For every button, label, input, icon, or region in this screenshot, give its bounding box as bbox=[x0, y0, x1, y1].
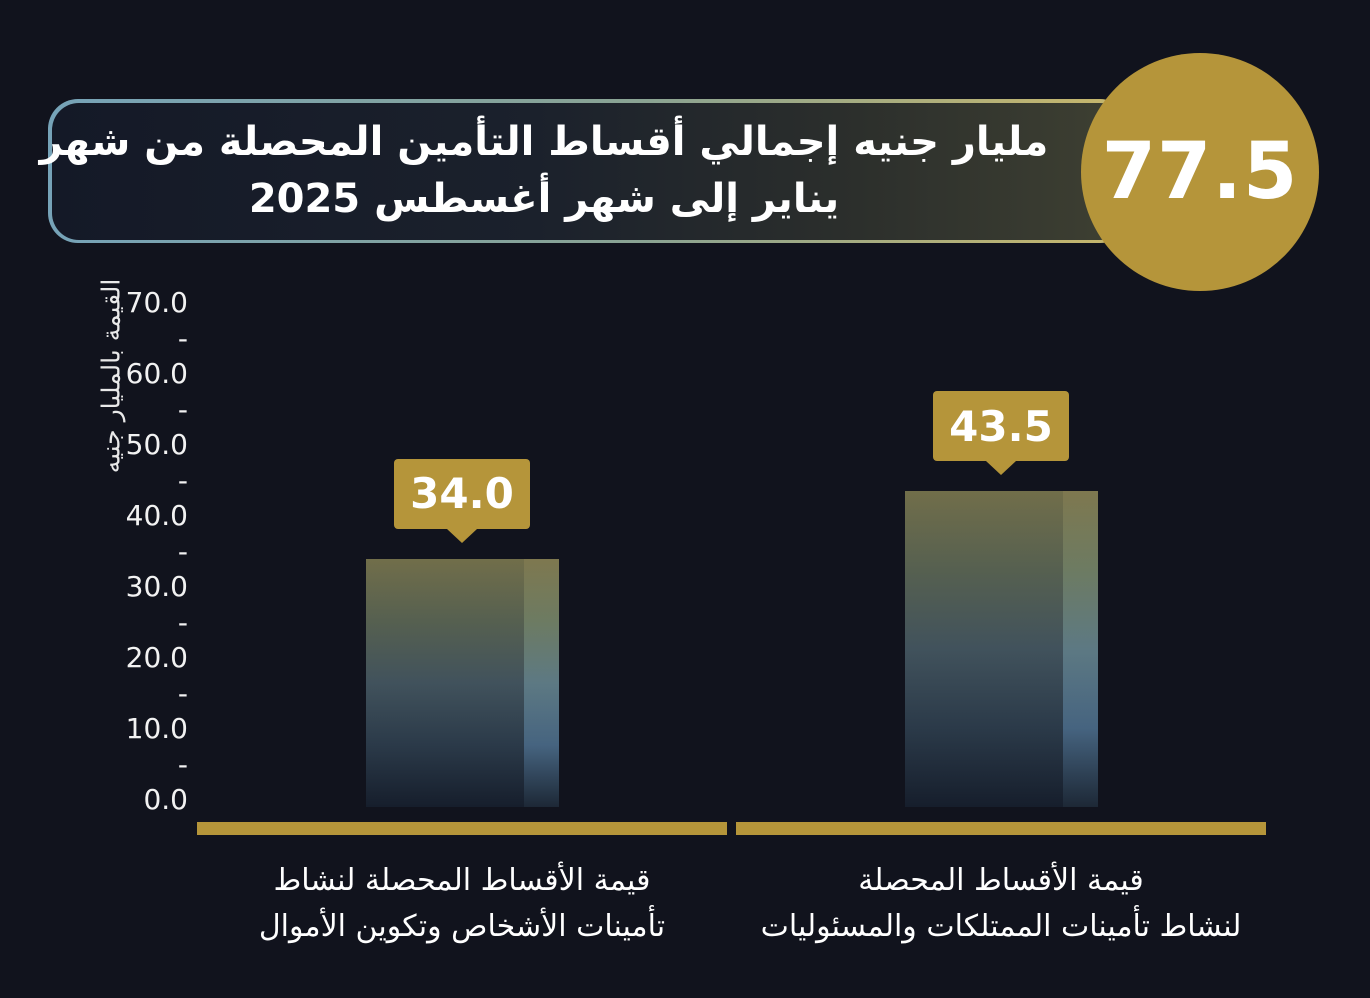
category-label-line: تأمينات الأشخاص وتكوين الأموال bbox=[258, 909, 666, 944]
title-text-line2: يناير إلى شهر أغسطس 2025 bbox=[248, 176, 840, 222]
y-axis-tick-label: 40.0 bbox=[125, 499, 188, 532]
y-axis-tick-label: 0.0 bbox=[143, 783, 188, 816]
bar-highlight bbox=[1062, 491, 1098, 807]
total-badge: 77.5 bbox=[1081, 53, 1319, 291]
axis-baseline bbox=[736, 822, 1266, 835]
callout-pointer bbox=[986, 461, 1016, 476]
y-axis-tick-label: 20.0 bbox=[125, 641, 188, 674]
category-label-line: لنشاط تأمينات الممتلكات والمسئوليات bbox=[760, 909, 1242, 944]
bar bbox=[904, 491, 1098, 807]
bar bbox=[365, 558, 559, 807]
y-axis-minor-tick: - bbox=[177, 747, 188, 781]
y-axis-tick-label: 50.0 bbox=[125, 428, 188, 461]
value-callout-text: 34.0 bbox=[410, 469, 514, 519]
value-callout: 43.5 bbox=[933, 391, 1069, 476]
value-callout-text: 43.5 bbox=[949, 401, 1053, 451]
callout-pointer bbox=[447, 528, 477, 543]
y-axis-minor-tick: - bbox=[177, 534, 188, 568]
category-label-line: قيمة الأقساط المحصلة لنشاط bbox=[273, 863, 651, 898]
y-axis-minor-tick: - bbox=[177, 321, 188, 355]
category-label: قيمة الأقساط المحصلة لنشاط تأمينات الأشخا… bbox=[172, 858, 752, 950]
title-banner: مليار جنيه إجمالي أقساط التأمين المحصلة … bbox=[40, 99, 1130, 243]
category-label: قيمة الأقساط المحصلة لنشاط تأمينات الممتل… bbox=[711, 858, 1291, 950]
value-callout: 34.0 bbox=[394, 458, 530, 543]
title-text-line1: مليار جنيه إجمالي أقساط التأمين المحصلة … bbox=[39, 119, 1049, 165]
y-axis-tick-label: 60.0 bbox=[125, 357, 188, 390]
y-axis-tick-label: 70.0 bbox=[125, 286, 188, 319]
y-axis-tick-label: 30.0 bbox=[125, 570, 188, 603]
total-value: 77.5 bbox=[1101, 127, 1299, 217]
axis-baseline bbox=[197, 822, 727, 835]
y-axis-minor-tick: - bbox=[177, 605, 188, 639]
bar-highlight bbox=[523, 558, 559, 807]
y-axis: 70.0-60.0-50.0-40.0-30.0-20.0-10.0-0.0 bbox=[0, 0, 188, 998]
y-axis-minor-tick: - bbox=[177, 463, 188, 497]
y-axis-minor-tick: - bbox=[177, 392, 188, 426]
y-axis-tick-label: 10.0 bbox=[125, 712, 188, 745]
category-label-line: قيمة الأقساط المحصلة bbox=[858, 863, 1144, 898]
title-banner-inner: مليار جنيه إجمالي أقساط التأمين المحصلة … bbox=[40, 102, 1127, 240]
y-axis-minor-tick: - bbox=[177, 676, 188, 710]
